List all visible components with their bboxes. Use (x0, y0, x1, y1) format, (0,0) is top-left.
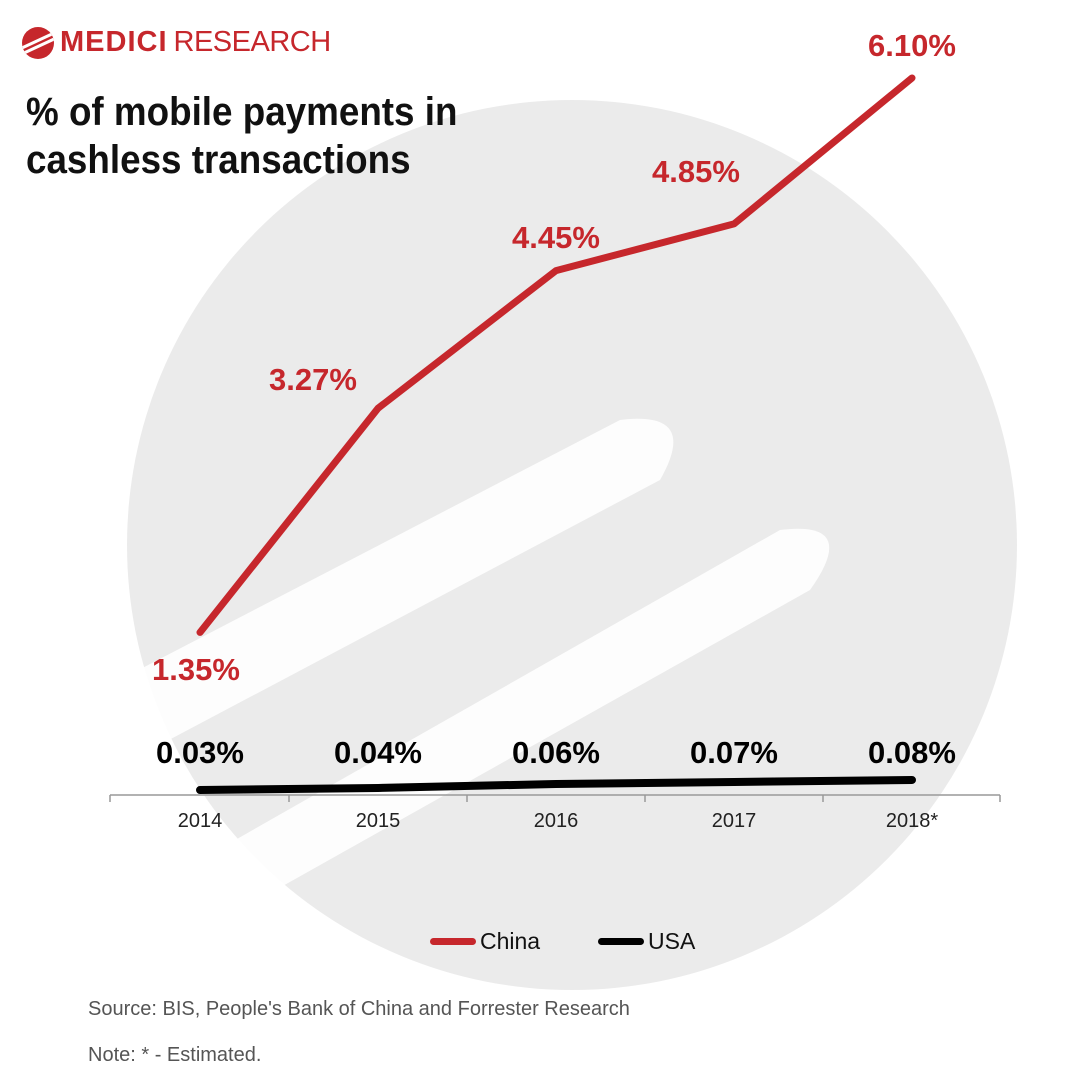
data-label-usa: 0.03% (156, 735, 244, 770)
legend-item-usa: USA (598, 928, 695, 955)
chart-title: % of mobile payments in cashless transac… (26, 90, 458, 182)
data-label-china: 4.85% (652, 154, 740, 189)
series-line-china (196, 74, 916, 636)
legend-swatch-china (430, 938, 476, 945)
x-tick-label: 2016 (534, 810, 579, 832)
medici-logo: MEDICI RESEARCH (22, 26, 331, 59)
series-line-usa (196, 776, 916, 794)
legend-swatch-usa (598, 938, 644, 945)
source-text: Source: BIS, People's Bank of China and … (88, 998, 630, 1020)
data-label-china: 6.10% (868, 28, 956, 63)
logo-mark-icon (22, 26, 54, 59)
data-label-usa: 0.04% (334, 735, 422, 770)
data-label-usa: 0.07% (690, 735, 778, 770)
logo-suffix: RESEARCH (173, 26, 332, 58)
x-tick-label: 2015 (356, 810, 401, 832)
data-label-china: 3.27% (269, 362, 357, 397)
x-tick-label: 2018* (886, 810, 938, 832)
legend-label-usa: USA (648, 928, 696, 954)
note-text: Note: * - Estimated. (88, 1044, 262, 1066)
x-tick-label: 2017 (712, 810, 757, 832)
data-label-usa: 0.06% (512, 735, 600, 770)
logo-brand: MEDICI (60, 26, 168, 58)
legend-item-china: China (430, 928, 540, 955)
legend-label-china: China (480, 928, 541, 954)
data-label-china: 4.45% (512, 220, 600, 255)
x-tick-label: 2014 (178, 810, 223, 832)
data-label-china: 1.35% (152, 652, 240, 687)
data-label-usa: 0.08% (868, 735, 956, 770)
